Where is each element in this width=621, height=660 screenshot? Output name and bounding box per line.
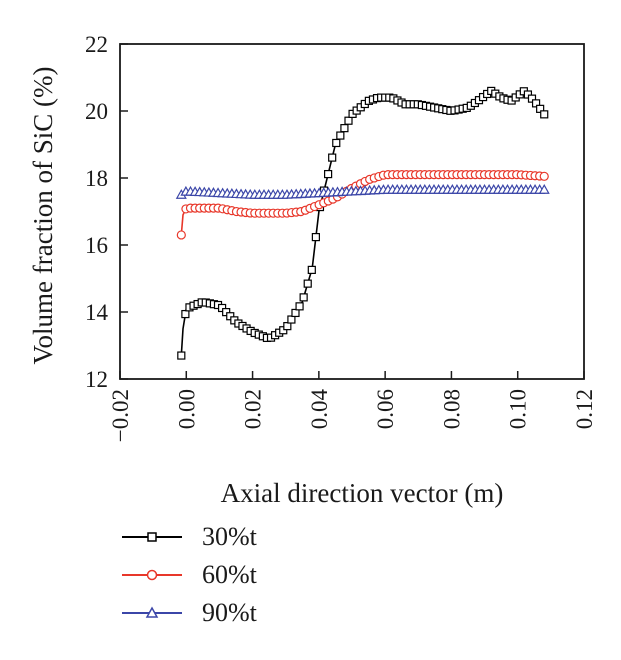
x-tick-label: 0.00: [174, 389, 199, 429]
series-60pctt: [176, 170, 549, 240]
legend-swatch-triangle-icon: [122, 606, 182, 618]
data-point: [303, 279, 312, 288]
legend-item-30: 30%t: [120, 520, 320, 554]
data-point: [177, 351, 186, 360]
data-point: [336, 131, 345, 140]
data-point: [340, 124, 349, 133]
x-tick-label: 0.04: [307, 389, 332, 430]
series-30pctt: [177, 86, 549, 360]
legend-swatch-square-icon: [122, 532, 182, 542]
data-point: [291, 308, 300, 318]
data-point: [283, 322, 292, 331]
data-point: [332, 138, 341, 148]
data-point: [295, 302, 304, 311]
y-tick-label: 12: [85, 367, 108, 392]
legend-label-30: 30%t: [202, 522, 257, 551]
x-tick-label: 0.12: [572, 389, 597, 429]
data-point: [299, 293, 308, 302]
data-point: [307, 265, 316, 274]
data-point: [287, 315, 296, 324]
x-tick-label: 0.02: [241, 389, 266, 429]
legend-item-60: 60%t: [120, 558, 320, 592]
series-layer: [175, 86, 550, 360]
data-point: [344, 116, 353, 125]
x-tick-label: 0.06: [373, 389, 398, 429]
series-90pctt: [175, 184, 550, 199]
x-axis-label: Axial direction vector (m): [221, 478, 504, 508]
data-point: [328, 153, 337, 162]
plot-frame: [119, 43, 585, 380]
axes-layer: 12 14 16 18 20 22 −0.02 0.00 0.02 0.04 0.06 0.08 0.1…: [85, 32, 597, 442]
data-point: [176, 230, 186, 240]
y-tick-label: 22: [85, 32, 108, 57]
data-point: [181, 309, 190, 319]
data-point: [538, 184, 550, 194]
legend-item-90: 90%t: [120, 596, 320, 630]
x-tick-label: 0.08: [439, 389, 464, 429]
legend-swatch-circle-icon: [122, 569, 182, 581]
data-point: [539, 171, 549, 181]
data-point: [311, 232, 320, 242]
y-tick-label: 14: [85, 300, 109, 325]
series-line: [180, 89, 545, 356]
y-axis-label: Volume fraction of SiC (%): [28, 67, 58, 365]
x-tick-label: −0.02: [108, 389, 133, 442]
legend-label-90: 90%t: [202, 598, 257, 627]
legend-label-60: 60%t: [202, 560, 257, 589]
data-point: [540, 110, 549, 119]
y-tick-label: 16: [85, 233, 108, 258]
data-point: [324, 169, 333, 179]
y-tick-label: 20: [85, 99, 108, 124]
y-tick-label: 18: [85, 166, 108, 191]
x-tick-label: 0.10: [506, 389, 531, 429]
